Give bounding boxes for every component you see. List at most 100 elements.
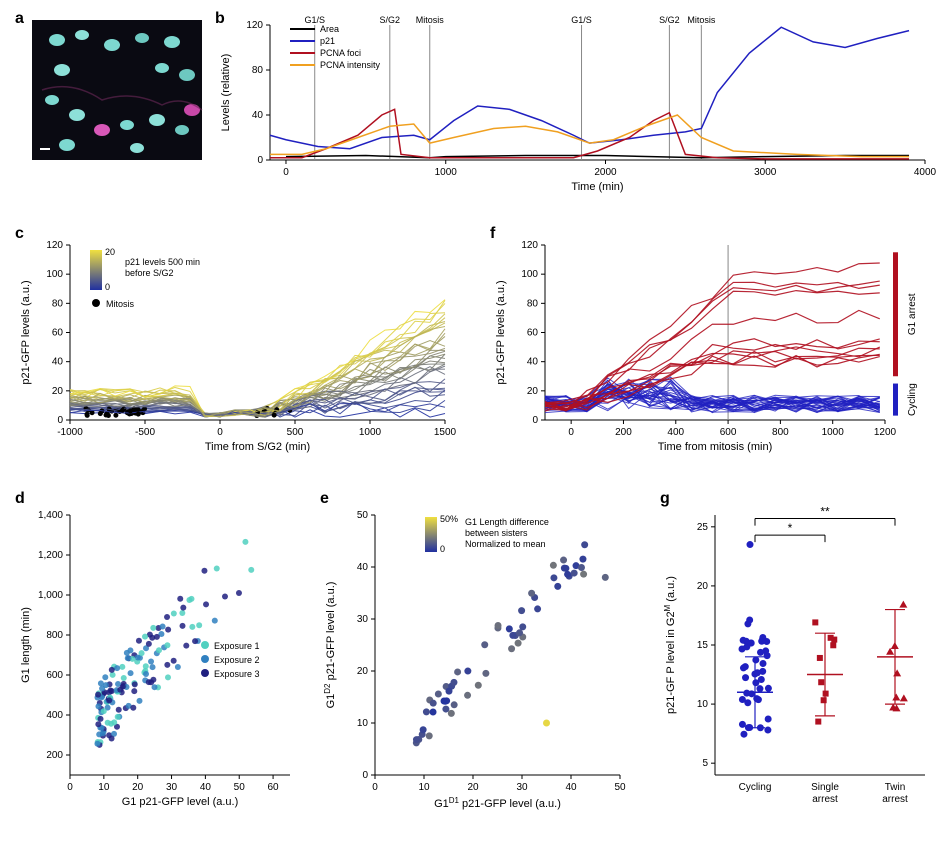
svg-text:30: 30 bbox=[166, 782, 178, 793]
svg-text:G1D1 p21-GFP level (a.u.): G1D1 p21-GFP level (a.u.) bbox=[434, 796, 561, 811]
svg-text:Area: Area bbox=[320, 24, 339, 34]
svg-text:80: 80 bbox=[252, 65, 264, 76]
panel-f-label: f bbox=[490, 225, 495, 243]
svg-text:500: 500 bbox=[287, 427, 304, 438]
svg-text:80: 80 bbox=[527, 298, 539, 309]
svg-text:0: 0 bbox=[67, 782, 73, 793]
svg-text:400: 400 bbox=[667, 427, 684, 438]
panel-b-chart: 0100020003000400004080120Time (min)Level… bbox=[215, 10, 935, 190]
svg-text:Normalized to mean: Normalized to mean bbox=[465, 539, 546, 549]
panel-b-label: b bbox=[215, 10, 225, 28]
svg-text:400: 400 bbox=[46, 710, 63, 721]
svg-text:40: 40 bbox=[527, 357, 539, 368]
svg-text:1,200: 1,200 bbox=[38, 550, 63, 561]
svg-text:50%: 50% bbox=[440, 514, 458, 524]
svg-text:before S/G2: before S/G2 bbox=[125, 268, 174, 278]
panel-e-chart: 0102030405001020304050G1D1 p21-GFP level… bbox=[320, 490, 640, 820]
svg-text:0: 0 bbox=[440, 544, 445, 554]
svg-text:120: 120 bbox=[246, 20, 263, 31]
svg-text:0: 0 bbox=[568, 427, 574, 438]
panel-f: f 020040060080010001200020406080100120Ti… bbox=[490, 225, 935, 460]
svg-text:Cycling: Cycling bbox=[907, 383, 918, 416]
svg-text:Mitosis: Mitosis bbox=[687, 15, 716, 25]
svg-text:100: 100 bbox=[46, 269, 63, 280]
panel-g-label: g bbox=[660, 490, 670, 508]
svg-text:Levels (relative): Levels (relative) bbox=[220, 54, 232, 132]
svg-text:arrest: arrest bbox=[882, 794, 908, 805]
svg-text:0: 0 bbox=[105, 282, 110, 292]
svg-text:0: 0 bbox=[57, 415, 63, 426]
svg-text:1000: 1000 bbox=[435, 167, 458, 178]
panel-g-chart: 510152025CyclingSinglearrestTwinarrestp2… bbox=[660, 490, 940, 820]
svg-text:0: 0 bbox=[372, 782, 378, 793]
svg-text:20: 20 bbox=[697, 581, 709, 592]
svg-text:-500: -500 bbox=[135, 427, 155, 438]
svg-text:4000: 4000 bbox=[914, 167, 937, 178]
svg-text:G1 length (min): G1 length (min) bbox=[20, 607, 32, 683]
svg-text:0: 0 bbox=[217, 427, 223, 438]
svg-text:S/G2: S/G2 bbox=[659, 15, 680, 25]
svg-text:PCNA intensity: PCNA intensity bbox=[320, 60, 381, 70]
svg-text:40: 40 bbox=[565, 782, 577, 793]
svg-text:Time from mitosis (min): Time from mitosis (min) bbox=[658, 441, 772, 453]
panel-e-label: e bbox=[320, 490, 329, 508]
svg-text:20: 20 bbox=[132, 782, 144, 793]
svg-text:600: 600 bbox=[46, 670, 63, 681]
svg-text:20: 20 bbox=[467, 782, 479, 793]
svg-text:10: 10 bbox=[357, 718, 369, 729]
svg-text:3000: 3000 bbox=[754, 167, 777, 178]
svg-text:Single: Single bbox=[811, 782, 839, 793]
svg-text:60: 60 bbox=[268, 782, 280, 793]
svg-text:20: 20 bbox=[527, 386, 539, 397]
svg-text:15: 15 bbox=[697, 640, 709, 651]
svg-text:30: 30 bbox=[516, 782, 528, 793]
svg-text:800: 800 bbox=[772, 427, 789, 438]
svg-text:*: * bbox=[788, 521, 793, 535]
svg-text:0: 0 bbox=[283, 167, 289, 178]
svg-text:1000: 1000 bbox=[359, 427, 382, 438]
svg-text:arrest: arrest bbox=[812, 794, 838, 805]
svg-text:600: 600 bbox=[720, 427, 737, 438]
panel-c-chart: -1000-500050010001500020406080100120Time… bbox=[15, 225, 465, 460]
svg-text:-1000: -1000 bbox=[57, 427, 83, 438]
svg-text:Cycling: Cycling bbox=[739, 782, 772, 793]
svg-text:G1 p21-GFP level (a.u.): G1 p21-GFP level (a.u.) bbox=[122, 796, 239, 808]
svg-text:G1 arrest: G1 arrest bbox=[907, 293, 918, 335]
panel-a: a bbox=[15, 10, 200, 165]
svg-text:Exposure 1: Exposure 1 bbox=[214, 641, 260, 651]
svg-text:G1 Length difference: G1 Length difference bbox=[465, 517, 549, 527]
svg-text:p21: p21 bbox=[320, 36, 335, 46]
svg-text:S/G2: S/G2 bbox=[380, 15, 401, 25]
svg-text:Exposure 2: Exposure 2 bbox=[214, 655, 260, 665]
svg-text:25: 25 bbox=[697, 522, 709, 533]
panel-d: d 01020304050602004006008001,0001,2001,4… bbox=[15, 490, 305, 820]
svg-text:120: 120 bbox=[521, 240, 538, 251]
panel-d-chart: 01020304050602004006008001,0001,2001,400… bbox=[15, 490, 305, 820]
svg-text:0: 0 bbox=[257, 155, 263, 166]
svg-text:100: 100 bbox=[521, 269, 538, 280]
svg-text:Mitosis: Mitosis bbox=[416, 15, 445, 25]
svg-text:40: 40 bbox=[252, 110, 264, 121]
svg-text:50: 50 bbox=[234, 782, 246, 793]
svg-text:PCNA foci: PCNA foci bbox=[320, 48, 361, 58]
panel-a-label: a bbox=[15, 10, 24, 28]
svg-text:60: 60 bbox=[52, 328, 64, 339]
panel-e: e 0102030405001020304050G1D1 p21-GFP lev… bbox=[320, 490, 640, 820]
svg-text:between sisters: between sisters bbox=[465, 528, 528, 538]
svg-text:200: 200 bbox=[46, 750, 63, 761]
svg-text:G1/S: G1/S bbox=[571, 15, 592, 25]
svg-text:20: 20 bbox=[105, 247, 115, 257]
panel-g: g 510152025CyclingSinglearrestTwinarrest… bbox=[660, 490, 940, 820]
panel-f-chart: 020040060080010001200020406080100120Time… bbox=[490, 225, 935, 460]
svg-text:**: ** bbox=[820, 505, 830, 519]
panel-d-label: d bbox=[15, 490, 25, 508]
svg-text:60: 60 bbox=[527, 328, 539, 339]
svg-text:1000: 1000 bbox=[822, 427, 845, 438]
svg-text:50: 50 bbox=[614, 782, 626, 793]
panel-c: c -1000-500050010001500020406080100120Ti… bbox=[15, 225, 465, 460]
svg-text:1,400: 1,400 bbox=[38, 510, 63, 521]
svg-text:p21-GFP levels (a.u.): p21-GFP levels (a.u.) bbox=[495, 280, 507, 384]
panel-b: b 0100020003000400004080120Time (min)Lev… bbox=[215, 10, 935, 190]
svg-text:20: 20 bbox=[52, 386, 64, 397]
svg-text:Twin: Twin bbox=[885, 782, 906, 793]
